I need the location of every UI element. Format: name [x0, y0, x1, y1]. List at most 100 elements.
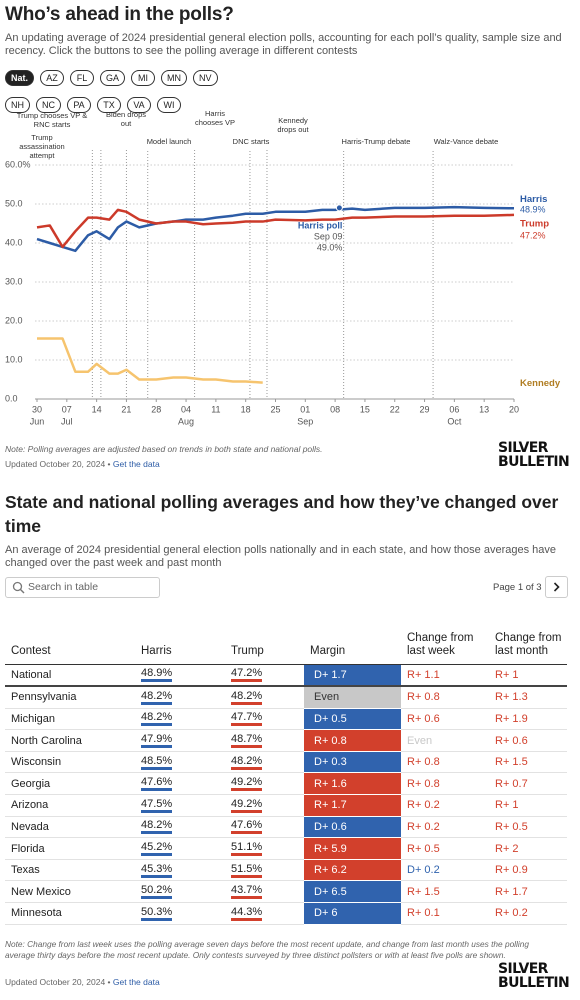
table-row: Nevada 48.2% 47.6% D+ 0.6 R+ 0.2 R+ 0.5 [5, 816, 567, 839]
table-cell: 48.7% [225, 729, 304, 752]
contest-button[interactable]: TX [97, 97, 121, 113]
x-tick-label: 08 [330, 404, 340, 414]
table-subtitle: An average of 2024 presidential general … [5, 544, 556, 569]
table-row: Texas 45.3% 51.5% R+ 6.2 D+ 0.2 R+ 0.9 [5, 859, 567, 882]
table-row: Georgia 47.6% 49.2% R+ 1.6 R+ 0.8 R+ 0.7 [5, 772, 567, 796]
series-end-value: 47.2% [520, 230, 546, 240]
table-cell: 47.6% [135, 772, 225, 796]
candidate-value: 47.7% [231, 711, 262, 727]
header-row: Contest Harris Trump Margin Change from last… [5, 612, 567, 665]
contest-button[interactable]: NV [193, 70, 218, 86]
change-cell: R+ 1.3 [489, 686, 567, 709]
x-tick-label: 20 [509, 404, 519, 414]
contest-button[interactable]: GA [100, 70, 126, 86]
table-cell: 47.5% [135, 794, 225, 817]
contest-button[interactable]: FL [70, 70, 95, 86]
contest-cell: Arizona [5, 794, 135, 817]
y-tick-label: 50.0 [5, 198, 23, 208]
candidate-value: 48.2% [141, 690, 172, 705]
x-month-label: Jul [61, 416, 73, 426]
change-cell: R+ 0.2 [401, 816, 489, 839]
candidate-value: 48.2% [231, 690, 262, 705]
table-cell: 45.2% [135, 837, 225, 860]
logo: SILVER BULLETIN [498, 440, 570, 470]
tooltip-name: Harris poll [298, 220, 343, 230]
logo-line: SILVER [498, 961, 548, 977]
table-cell: 50.3% [135, 902, 225, 925]
x-tick-label: 18 [241, 404, 251, 414]
logo-line: SILVER [498, 440, 548, 456]
table-cell: 48.9% [135, 664, 225, 688]
series-line [36, 208, 515, 249]
contest-cell: National [5, 664, 135, 688]
table-note: Note: Change from last week uses the pol… [5, 939, 529, 960]
change-cell: R+ 0.2 [401, 794, 489, 817]
x-tick-label: 28 [151, 404, 161, 414]
search-box[interactable]: Search in table [5, 577, 160, 598]
contest-button[interactable]: VA [127, 97, 151, 113]
x-tick-label: 14 [92, 404, 102, 414]
table-row: Florida 45.2% 51.1% R+ 5.9 R+ 0.5 R+ 2 [5, 837, 567, 860]
x-tick-label: 11 [211, 404, 220, 414]
annotation-label: Kennedy drops out [277, 116, 309, 134]
column-header: Trump [225, 612, 304, 665]
subtitle: An updating average of 2024 presidential… [5, 32, 562, 57]
margin-cell: D+ 6.5 [304, 880, 401, 904]
y-tick-label: 30.0 [5, 276, 23, 286]
x-tick-label: 25 [270, 404, 280, 414]
table-cell: 49.2% [225, 772, 304, 796]
x-tick-label: 04 [181, 404, 191, 414]
annotation-label: Walz-Vance debate [433, 137, 499, 146]
contest-button[interactable]: WI [157, 97, 181, 113]
column-header: Contest [5, 612, 135, 665]
table-cell: 44.3% [225, 902, 304, 925]
contest-button[interactable]: NC [36, 97, 61, 113]
series-label: Harris [520, 194, 547, 205]
series-label: Trump [520, 218, 549, 229]
change-cell: R+ 1.9 [489, 708, 567, 731]
x-month-label: Aug [178, 416, 194, 426]
next-page[interactable] [545, 576, 568, 598]
logo-line: BULLETIN [498, 454, 570, 470]
contest-button[interactable]: AZ [40, 70, 65, 86]
change-cell: R+ 0.5 [489, 816, 567, 839]
logo: SILVER BULLETIN [498, 961, 570, 990]
table-cell: 48.2% [135, 686, 225, 709]
contest-button[interactable]: MN [161, 70, 188, 86]
candidate-value: 50.2% [141, 884, 172, 900]
candidate-value: 48.2% [231, 755, 262, 770]
table-row: National 48.9% 47.2% D+ 1.7 R+ 1.1 R+ 1 [5, 664, 567, 688]
candidate-value: 43.7% [231, 884, 262, 900]
candidate-value: 47.5% [141, 798, 172, 813]
data-link[interactable]: Get the data [112, 459, 160, 469]
data-link[interactable]: Get the data [112, 977, 160, 987]
change-cell: R+ 1.5 [489, 751, 567, 774]
contest-button[interactable]: Nat. [5, 70, 35, 86]
candidate-value: 50.3% [141, 906, 172, 921]
annotation-label: Trump chooses VP & RNC starts [16, 111, 88, 129]
contest-cell: Wisconsin [5, 751, 135, 774]
margin-cell: D+ 1.7 [304, 664, 401, 688]
margin-cell: R+ 1.6 [304, 772, 401, 796]
column-header: Change from last month [489, 612, 567, 665]
contest-cell: North Carolina [5, 729, 135, 752]
change-cell: D+ 0.2 [401, 859, 489, 882]
y-tick-label: 60.0% [5, 159, 31, 169]
contest-button[interactable]: MI [131, 70, 156, 86]
table-cell: 51.5% [225, 859, 304, 882]
annotation-label: Biden drops out [105, 110, 147, 128]
margin-cell: R+ 6.2 [304, 859, 401, 882]
candidate-value: 44.3% [231, 906, 262, 921]
contest-button[interactable]: PA [67, 97, 91, 113]
x-month-label: Jun [30, 416, 45, 426]
contest-button[interactable]: NH [5, 97, 30, 113]
annotation-label: DNC starts [232, 137, 270, 146]
change-cell: R+ 1.7 [489, 880, 567, 904]
candidate-value: 51.5% [231, 863, 262, 878]
change-cell: R+ 1.1 [401, 664, 489, 688]
search-icon [12, 581, 25, 594]
candidate-value: 47.9% [141, 733, 172, 749]
table: Contest Harris Trump Margin Change from last… [5, 612, 567, 925]
x-tick-label: 15 [360, 404, 370, 414]
contest-cell: Texas [5, 859, 135, 882]
